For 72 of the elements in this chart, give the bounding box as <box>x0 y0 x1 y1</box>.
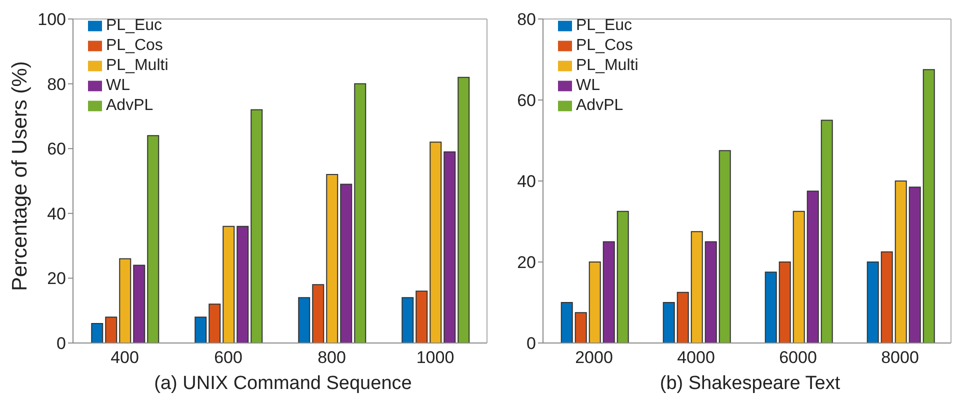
bar <box>764 272 777 343</box>
y-tick-label: 0 <box>526 334 536 354</box>
bar <box>91 323 104 343</box>
legend-label: PL_Cos <box>106 37 163 54</box>
bar <box>778 262 791 343</box>
y-axis-title: Percentage of Users (%) <box>8 61 32 291</box>
bar <box>676 292 689 343</box>
y-tick-label: 80 <box>517 10 536 30</box>
bar <box>880 251 893 343</box>
bar <box>444 151 456 343</box>
legend-label: PL_Multi <box>576 57 638 74</box>
y-tick-label: 80 <box>47 74 66 94</box>
bar <box>820 120 833 343</box>
x-tick-label: 1000 <box>416 348 454 368</box>
bar <box>616 210 629 343</box>
bar <box>430 142 442 343</box>
x-tick-label: 800 <box>318 348 346 368</box>
legend-label: AdvPL <box>576 97 624 114</box>
bar <box>894 180 907 343</box>
bar <box>662 302 675 343</box>
bar <box>588 262 601 343</box>
bar <box>416 290 428 343</box>
bar <box>236 226 249 343</box>
bar <box>312 284 324 343</box>
bar <box>922 69 935 343</box>
bar <box>690 231 703 343</box>
bar <box>340 184 352 343</box>
bar <box>298 297 310 343</box>
bar <box>908 186 921 343</box>
y-tick-label: 20 <box>517 253 536 272</box>
legend-label: PL_Euc <box>106 17 162 34</box>
bar <box>133 264 146 343</box>
x-tick-label: 400 <box>110 348 139 368</box>
bar <box>704 241 717 343</box>
bar <box>806 190 819 343</box>
bar <box>105 316 118 343</box>
legend-label: PL_Multi <box>106 57 168 74</box>
legend-label: PL_Euc <box>576 17 632 34</box>
bar <box>194 316 207 343</box>
bar <box>326 174 338 343</box>
bar <box>354 83 366 343</box>
bar <box>222 226 235 343</box>
x-tick-label: 2000 <box>575 348 613 368</box>
y-tick-label: 60 <box>47 140 66 159</box>
y-tick-label: 20 <box>47 269 66 288</box>
bar <box>602 241 615 343</box>
x-tick-label: 4000 <box>677 348 715 368</box>
bar <box>402 297 414 343</box>
y-tick-label: 40 <box>47 204 66 224</box>
legend-label: AdvPL <box>106 97 154 114</box>
legend-label: WL <box>576 77 600 94</box>
y-tick-label: 60 <box>517 91 536 110</box>
y-tick-label: 0 <box>56 334 66 354</box>
bar <box>208 304 221 343</box>
bar <box>574 312 587 343</box>
bar <box>792 210 805 343</box>
legend-label: WL <box>106 77 130 94</box>
y-tick-label: 40 <box>517 172 536 192</box>
bar <box>147 135 160 343</box>
bar <box>866 262 879 343</box>
x-tick-label: 6000 <box>779 348 817 368</box>
legend-label: PL_Cos <box>576 37 633 54</box>
x-axis-title: (b) Shakespeare Text <box>658 373 842 395</box>
x-axis-title: (a) UNIX Command Sequence <box>153 373 413 395</box>
y-tick-label: 100 <box>38 10 66 30</box>
bar <box>458 76 470 343</box>
x-tick-label: 600 <box>214 348 242 368</box>
bar <box>250 109 263 343</box>
bar <box>718 150 731 343</box>
bar <box>560 302 573 343</box>
bar <box>119 258 132 343</box>
x-tick-label: 8000 <box>881 348 919 368</box>
